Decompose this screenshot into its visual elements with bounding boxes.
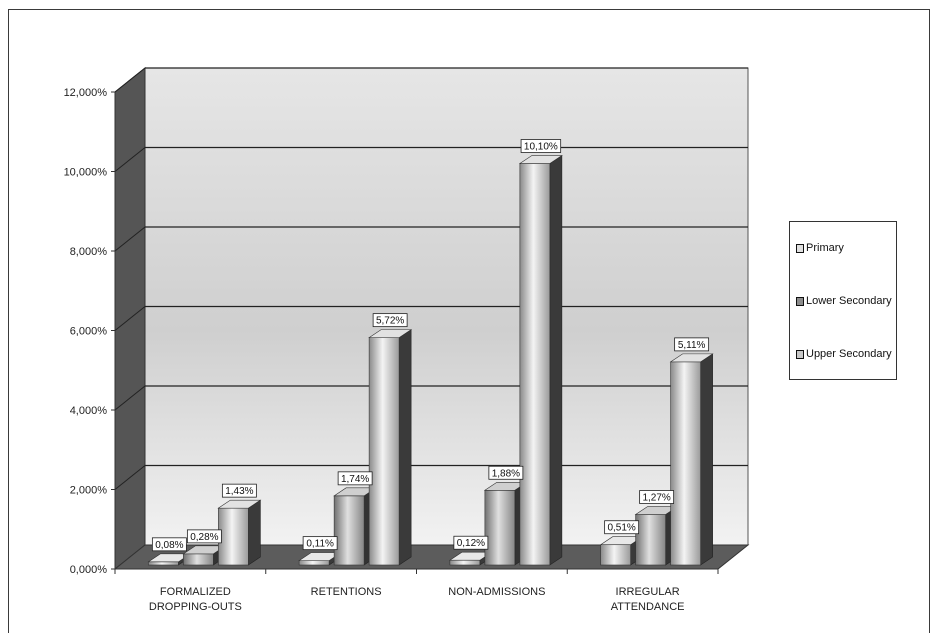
data-label: 1,88% [492, 468, 520, 479]
data-label-box [221, 483, 257, 498]
legend-label: Primary [806, 242, 844, 254]
bar [183, 553, 214, 566]
bar-side [549, 154, 563, 566]
gridline-side [114, 226, 146, 252]
legend-label: Lower Secondary [806, 295, 892, 307]
bar [635, 514, 666, 566]
data-label: 5,11% [678, 340, 706, 351]
data-label-box [337, 471, 373, 486]
bar [148, 561, 179, 566]
data-label-box [186, 529, 222, 544]
y-tick-label: 10,000% [64, 167, 108, 179]
bar [218, 507, 249, 566]
data-label: 10,10% [524, 142, 558, 153]
legend-label: Upper Secondary [806, 348, 892, 360]
legend: Primary Lower Secondary Upper Secondary [789, 221, 897, 380]
y-tick-label: 12,000% [64, 87, 108, 99]
data-labels: 0,08% 0,28% 1,43% 0,11% 1,74% 5,72% 0,12% 1,88%… [151, 139, 710, 552]
bar-side [700, 353, 713, 566]
y-tick-label: 8,000% [70, 246, 108, 258]
y-tick-label: 2,000% [70, 485, 108, 497]
bar [519, 163, 551, 566]
data-label-box [151, 537, 187, 552]
x-category-label: FORMALIZED [160, 586, 231, 598]
gridlines [114, 67, 748, 490]
data-label-box [453, 535, 489, 550]
data-label: 0,11% [306, 539, 334, 550]
bar [368, 337, 400, 566]
data-label-box [488, 465, 524, 480]
data-label-box [639, 490, 675, 504]
bars [147, 154, 714, 566]
data-label: 0,12% [457, 538, 485, 549]
bar [600, 544, 631, 566]
y-tick-label: 4,000% [70, 405, 108, 417]
legend-swatch-upper-secondary [796, 349, 804, 359]
bar-top [217, 499, 262, 509]
gridline-side [114, 465, 146, 490]
bar [333, 495, 365, 566]
bar-side [398, 329, 412, 566]
gridline-side [114, 147, 146, 172]
data-label: 0,08% [155, 540, 183, 551]
axes [111, 91, 719, 574]
gridline-side [114, 385, 146, 411]
data-label-box [302, 536, 338, 551]
data-label: 1,27% [642, 493, 670, 504]
gridline-side [114, 67, 146, 93]
legend-swatch-primary [796, 243, 804, 253]
gridline-side [114, 306, 146, 331]
data-label: 0,28% [190, 532, 218, 543]
data-label-box [604, 520, 640, 535]
bar [484, 489, 516, 566]
bar-top [518, 155, 563, 164]
legend-item-primary: Primary [796, 242, 844, 254]
data-label-box [372, 313, 408, 328]
data-label: 5,72% [376, 316, 404, 327]
y-tick-labels: 0,000% 2,000% 4,000% 6,000% 8,000% 10,000% 12,… [64, 87, 108, 576]
x-category-label: NON-ADMISSIONS [448, 586, 545, 598]
data-label-box [674, 337, 710, 352]
data-label-box [520, 139, 562, 153]
bar-side [248, 499, 261, 566]
x-category-label: RETENTIONS [311, 586, 382, 598]
legend-item-lower-secondary: Lower Secondary [796, 295, 892, 307]
bar [670, 361, 701, 566]
bar [449, 559, 481, 566]
x-category-labels: FORMALIZED DROPPING-OUTS RETENTIONS NON-ADM… [149, 586, 685, 613]
x-category-label: DROPPING-OUTS [149, 601, 242, 613]
x-category-label: ATTENDANCE [611, 601, 685, 613]
bar [298, 560, 330, 566]
x-category-label: IRREGULAR [616, 586, 680, 598]
data-label: 1,74% [341, 474, 369, 485]
legend-item-upper-secondary: Upper Secondary [796, 348, 892, 360]
legend-swatch-lower-secondary [796, 296, 804, 306]
y-tick-label: 0,000% [70, 564, 108, 576]
bar-top [669, 353, 714, 363]
bar-top [368, 329, 413, 338]
y-tick-label: 6,000% [70, 326, 108, 338]
data-label: 0,51% [607, 523, 635, 534]
data-label: 1,43% [225, 486, 253, 497]
